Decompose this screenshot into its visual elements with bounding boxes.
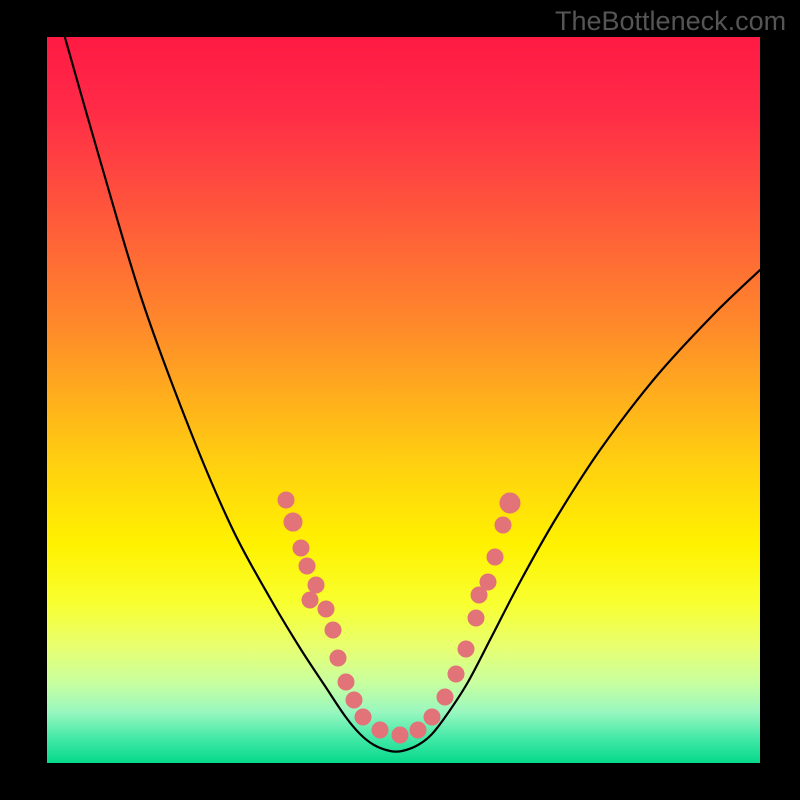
data-marker [293,540,309,556]
data-marker [480,574,496,590]
data-marker [346,692,362,708]
data-marker [338,674,354,690]
data-marker [468,610,484,626]
data-marker [437,689,453,705]
data-marker [278,492,294,508]
data-marker [330,650,346,666]
data-marker [495,517,511,533]
data-marker [355,709,371,725]
data-marker [424,709,440,725]
data-marker [448,666,464,682]
gradient-background [47,37,760,763]
data-marker [299,558,315,574]
data-marker [392,727,408,743]
data-marker [500,493,520,513]
data-marker [308,577,324,593]
data-marker [325,622,341,638]
data-marker [302,592,318,608]
data-marker [284,513,302,531]
data-marker [487,549,503,565]
data-marker [410,722,426,738]
bottleneck-chart [0,0,800,800]
data-marker [318,601,334,617]
data-marker [458,641,474,657]
watermark-attribution: TheBottleneck.com [555,6,786,37]
data-marker [372,722,388,738]
